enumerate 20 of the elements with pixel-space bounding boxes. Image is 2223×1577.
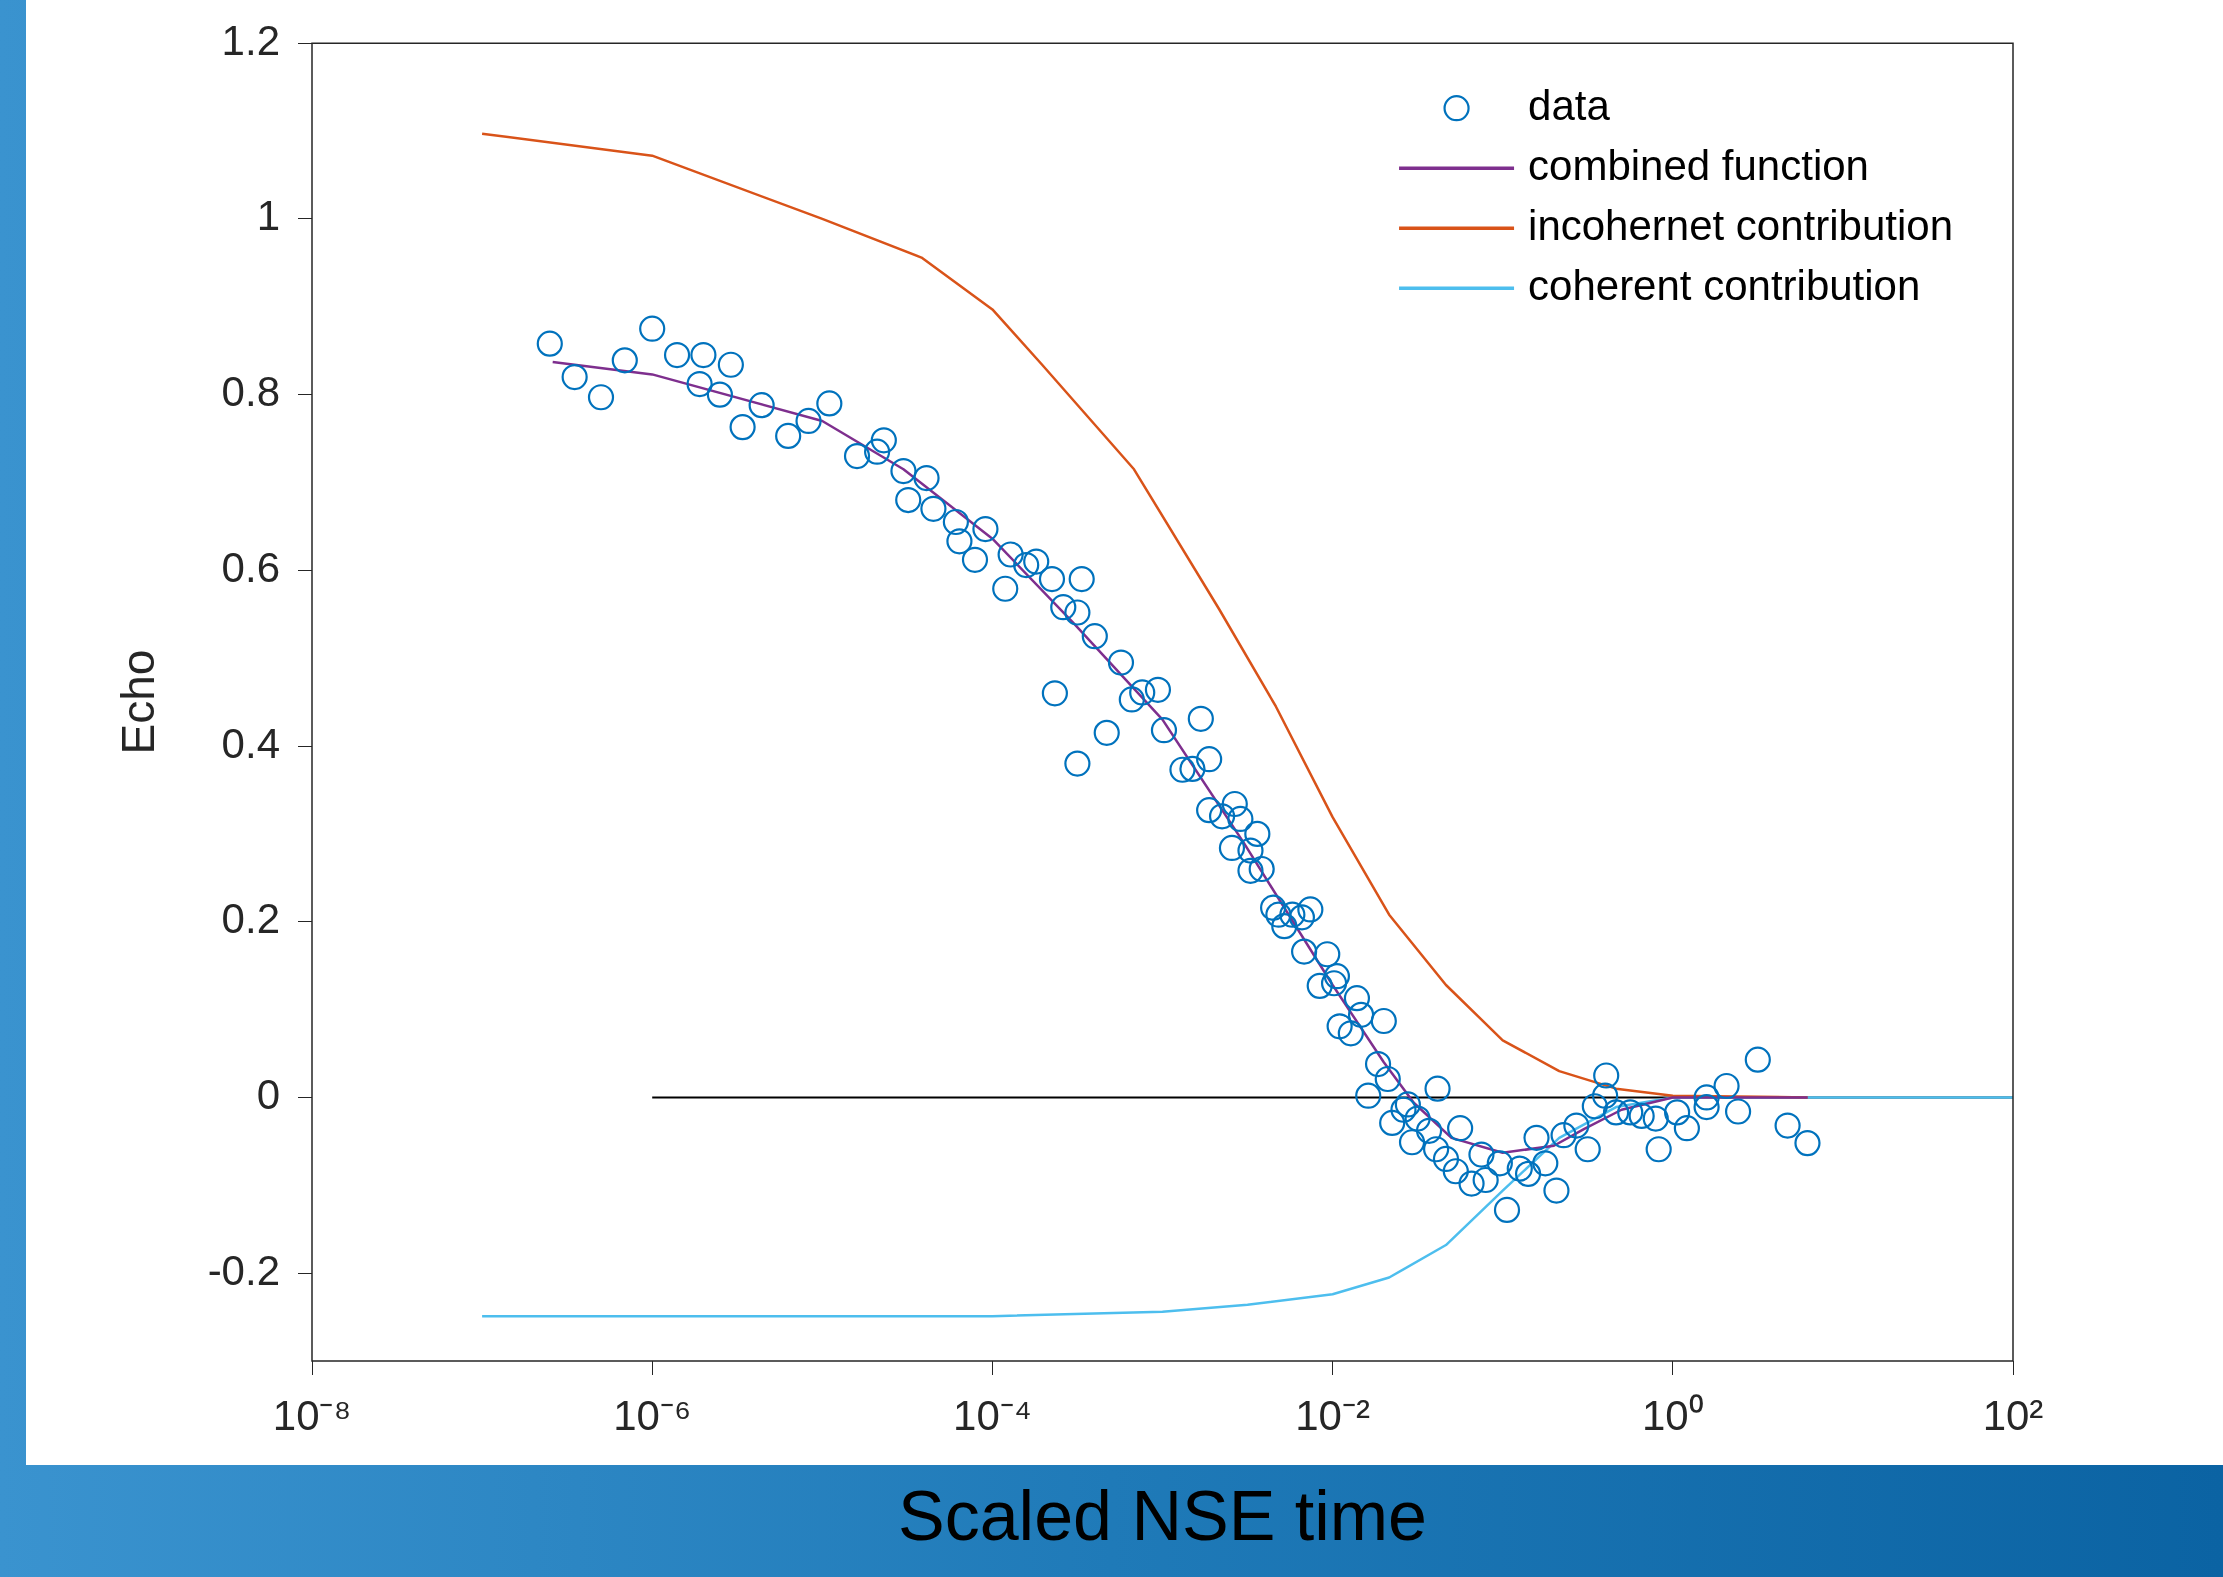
legend-label: coherent contribution [1528, 261, 1921, 309]
y-axis-title: Echo [112, 649, 165, 755]
legend-label: incohernet contribution [1528, 201, 1954, 249]
y-tick-label: 1 [256, 192, 280, 240]
x-tick-label: 10⁻² [1295, 1391, 1370, 1439]
x-tick-label: 10² [1982, 1391, 2044, 1439]
y-tick-label: 0.4 [221, 719, 280, 767]
y-tick-label: 0.2 [221, 895, 280, 943]
y-tick-label: -0.2 [207, 1246, 280, 1294]
x-tick-label: 10⁻⁴ [953, 1391, 1032, 1439]
legend-label: combined function [1528, 141, 1869, 189]
x-axis-title: Scaled NSE time [897, 1477, 1428, 1556]
x-tick-label: 10⁰ [1641, 1391, 1704, 1439]
legend-label: data [1528, 81, 1611, 129]
y-tick-label: 0 [256, 1071, 280, 1119]
y-tick-label: 1.2 [221, 16, 280, 64]
x-tick-label: 10⁻⁸ [272, 1391, 352, 1439]
y-tick-label: 0.6 [221, 543, 280, 591]
x-tick-label: 10⁻⁶ [613, 1391, 692, 1439]
y-tick-label: 0.8 [221, 368, 280, 416]
